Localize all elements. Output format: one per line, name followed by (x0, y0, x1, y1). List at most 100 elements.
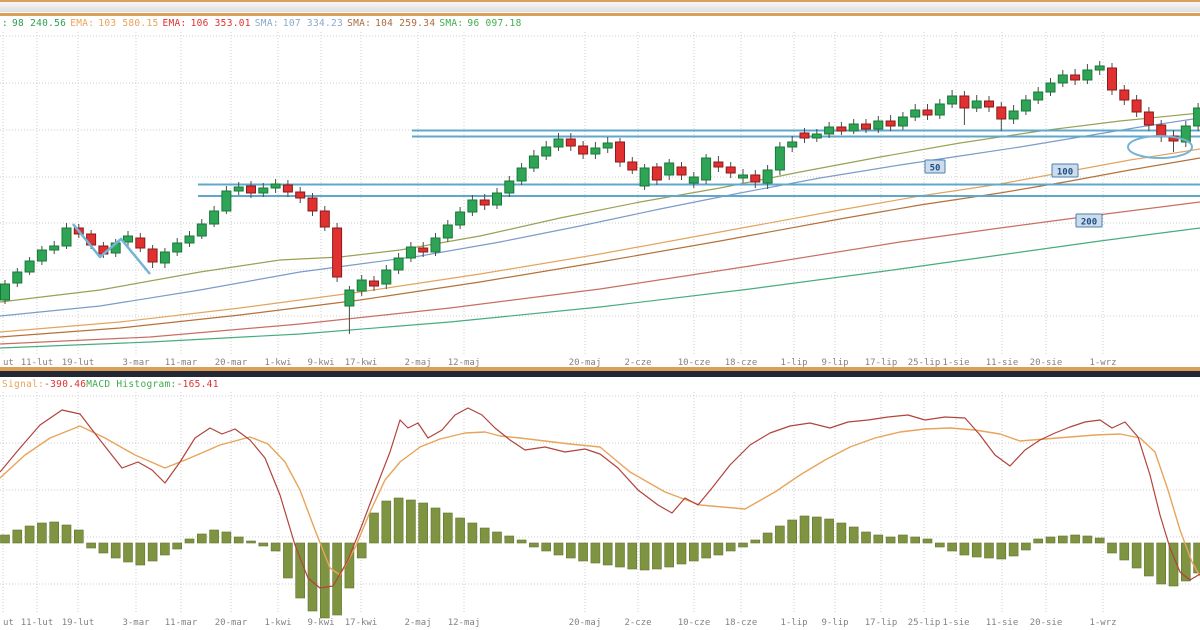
candle-down (369, 280, 379, 287)
histogram-bar (947, 542, 957, 552)
histogram-bar (996, 542, 1007, 560)
histogram-bar (1008, 542, 1019, 557)
svg-text:9-lip: 9-lip (821, 358, 848, 368)
candle-down (479, 199, 490, 206)
candle-down (799, 132, 810, 139)
candle-down (996, 106, 1007, 120)
histogram-bar (873, 534, 884, 544)
candle-up (602, 142, 613, 149)
histogram-bar (369, 512, 379, 544)
svg-text:2-maj: 2-maj (404, 358, 431, 368)
histogram-bar (12, 529, 23, 544)
candle-up (688, 176, 699, 184)
candle-up (897, 116, 908, 127)
ma-period-label-box[interactable] (1051, 163, 1079, 178)
candle-up (1082, 69, 1093, 81)
candle-up (209, 210, 220, 225)
svg-text:17-lip: 17-lip (865, 358, 898, 368)
histogram-bar (393, 497, 404, 544)
window-titlebar[interactable] (0, 2, 1200, 12)
candle-up (590, 147, 601, 155)
histogram-bar (37, 522, 47, 544)
histogram-bar (270, 542, 281, 552)
svg-text:1-lip: 1-lip (780, 618, 807, 628)
histogram-bar (418, 502, 429, 544)
macd-chart-area[interactable] (0, 392, 1200, 614)
svg-text:11-sie: 11-sie (986, 358, 1019, 368)
candle-up (664, 162, 675, 176)
candles (0, 61, 1200, 334)
histogram-bar (1070, 534, 1080, 544)
histogram-bar (898, 534, 908, 544)
svg-text:2-maj: 2-maj (404, 618, 431, 628)
candle-down (959, 95, 970, 109)
histogram-bar (1094, 537, 1105, 544)
candle-down (332, 227, 343, 278)
svg-text:18-cze: 18-cze (725, 618, 758, 628)
histogram-bar (787, 519, 798, 544)
histogram-bar (123, 542, 133, 563)
histogram-bar (627, 542, 638, 570)
histogram-bar (799, 515, 810, 544)
legend-value: 98 240.56 (12, 18, 67, 29)
ma-period-label-box[interactable] (924, 159, 946, 174)
trend-zigzag-annotation[interactable] (72, 223, 151, 275)
legend-label: EMA: (162, 18, 187, 29)
svg-text:1-sie: 1-sie (942, 618, 969, 628)
candle-up (947, 95, 958, 105)
svg-text:2-cze: 2-cze (624, 358, 651, 368)
histogram-bar (529, 542, 539, 548)
svg-text:17-kwi: 17-kwi (345, 618, 378, 628)
svg-text:1-lip: 1-lip (780, 358, 807, 368)
candle-up (221, 190, 232, 212)
histogram-bar (209, 529, 219, 544)
indicator-legend: :98 240.56 EMA: 103 580.15 EMA: 106 353.01 SM… (2, 18, 1198, 30)
histogram-bar (750, 539, 761, 544)
ma-period-labels: 50 100 200 (924, 159, 1103, 228)
candle-down (418, 247, 429, 253)
candle-up (516, 167, 527, 182)
histogram-bar (676, 542, 687, 565)
candle-up (1045, 82, 1056, 93)
candle-down (651, 166, 662, 181)
price-chart-area[interactable] (0, 32, 1200, 356)
histogram-bar (762, 532, 773, 544)
candle-up (184, 235, 195, 244)
histogram-bar (74, 529, 84, 544)
candle-up (934, 103, 945, 116)
histogram-bar (246, 540, 256, 544)
histogram-bar (824, 518, 834, 544)
histogram-bar (1058, 535, 1068, 544)
histogram-bar (381, 500, 392, 544)
candle-up (910, 109, 921, 118)
svg-text:25-lip: 25-lip (908, 618, 941, 628)
histogram-bar (861, 531, 871, 544)
histogram-bar (565, 542, 576, 559)
histogram-bar (1168, 542, 1179, 587)
histogram-bar (160, 542, 170, 556)
ma-period-label-box[interactable] (1075, 213, 1103, 228)
legend-value: 104 259.34 (375, 18, 436, 29)
candle-down (615, 141, 625, 163)
svg-text:11-sie: 11-sie (986, 618, 1019, 628)
histogram-bar (406, 499, 416, 544)
histogram-bar (836, 522, 847, 544)
svg-text:3-mar: 3-mar (122, 358, 150, 368)
candle-up (61, 227, 72, 247)
legend-value: 106 353.01 (190, 18, 251, 29)
candle-down (578, 145, 589, 155)
histogram-bar (504, 535, 515, 544)
candle-down (984, 100, 994, 108)
svg-text:20-sie: 20-sie (1030, 618, 1063, 628)
candle-down (135, 237, 146, 249)
candle-down (861, 123, 871, 130)
ellipse-annotation[interactable] (1127, 135, 1193, 159)
histogram-bar (934, 542, 945, 548)
svg-text:11-mar: 11-mar (165, 618, 198, 628)
svg-text:20-maj: 20-maj (569, 358, 602, 368)
price-panel: 50 100 200 ut 11-lut 19-lut 3-mar 11-mar 20-mar 1… (0, 32, 1200, 368)
svg-text:10-cze: 10-cze (678, 358, 711, 368)
macd-histogram (0, 497, 1200, 619)
histogram-bar (24, 525, 35, 544)
